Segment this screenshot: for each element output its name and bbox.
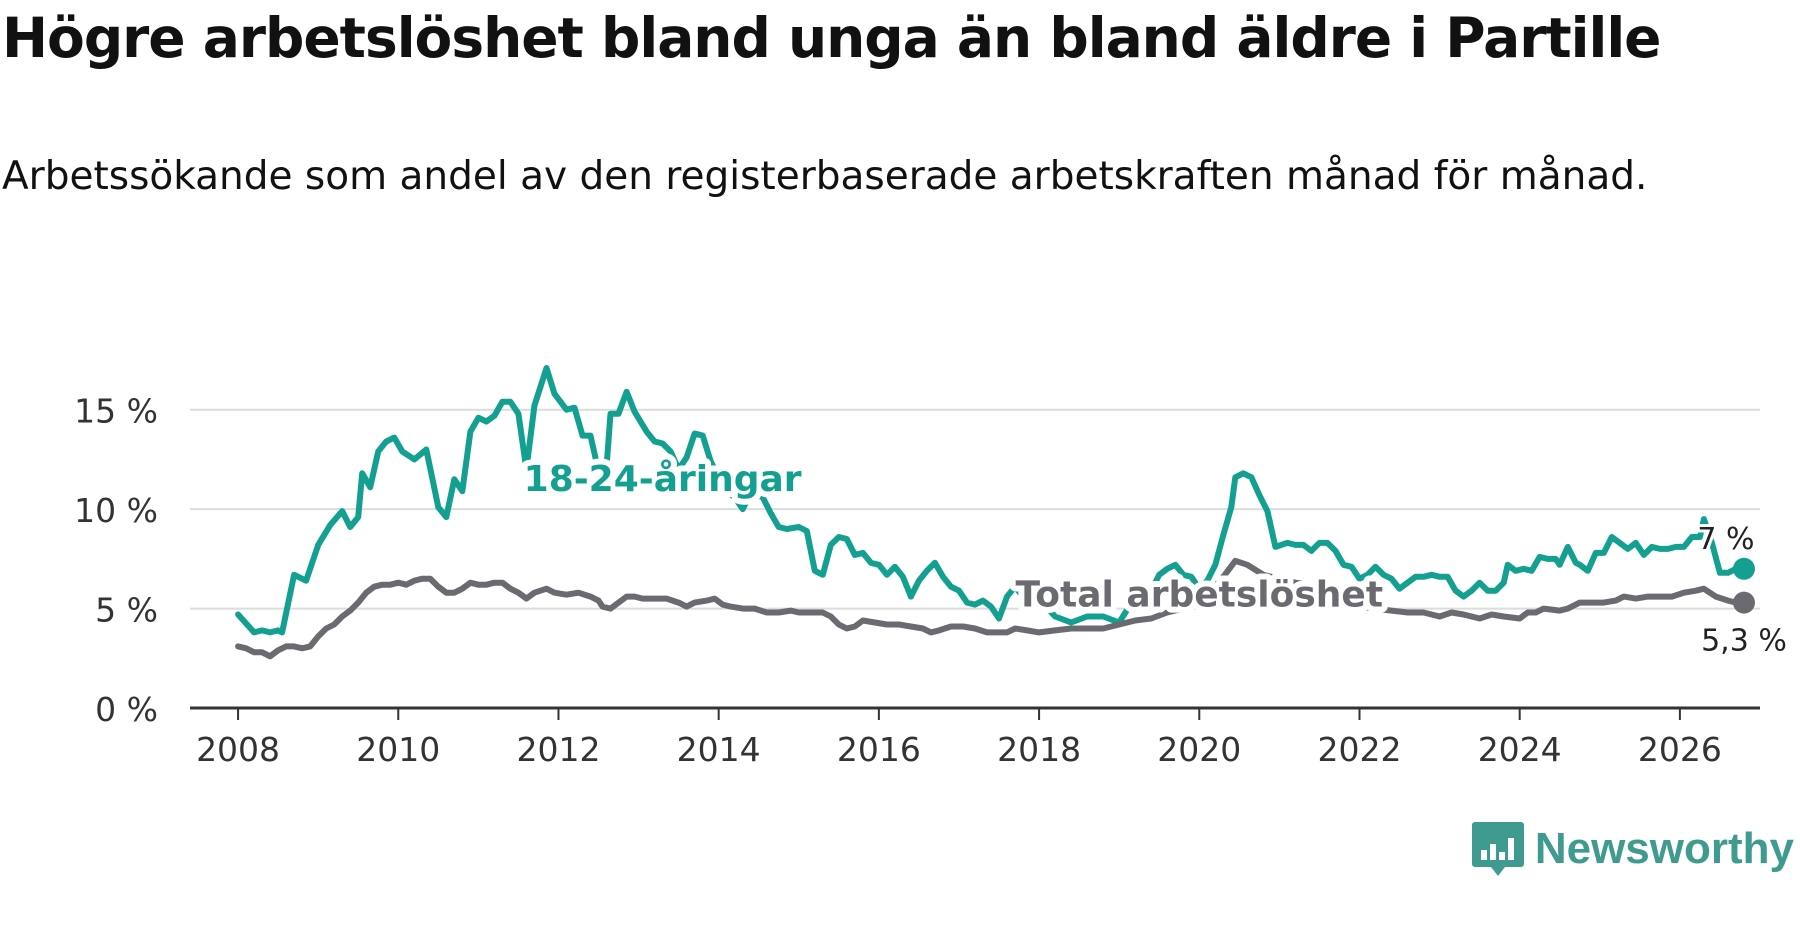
series-end-label: 7 %	[1697, 522, 1754, 557]
chart-subtitle: Arbetssökande som andel av den registerb…	[2, 154, 1648, 199]
series-end-point	[1732, 557, 1755, 580]
newsworthy-logo-icon	[1471, 822, 1524, 876]
y-tick-label: 10 %	[74, 491, 158, 530]
x-tick-label: 2024	[1478, 730, 1562, 769]
gridlines	[190, 408, 1760, 610]
y-tick-label: 5 %	[95, 591, 158, 630]
brand-name: Newsworthy	[1534, 824, 1794, 873]
x-tick-label: 2014	[677, 730, 761, 769]
x-tick-label: 2022	[1317, 730, 1401, 769]
x-tick-label: 2010	[356, 730, 440, 769]
x-axis: 2008 2010 2012 2014 2016 2018 2020 2022 2024 2026	[190, 706, 1760, 769]
series-annotation: 18-24-åringar	[524, 459, 802, 500]
chart-title: Högre arbetslöshet bland unga än bland ä…	[2, 6, 1661, 70]
x-tick-label: 2008	[196, 730, 280, 769]
y-tick-label: 15 %	[74, 392, 158, 431]
x-tick-label: 2018	[997, 730, 1081, 769]
y-axis-ticks: 0 % 5 % 10 % 15 %	[74, 392, 158, 729]
series-line-total	[235, 557, 1747, 660]
x-tick-label: 2016	[837, 730, 921, 769]
x-tick-label: 2012	[516, 730, 600, 769]
series-end-label: 5,3 %	[1701, 624, 1787, 659]
x-tick-label: 2026	[1638, 730, 1722, 769]
series-annotation: Total arbetslöshet	[1016, 575, 1384, 616]
y-tick-label: 0 %	[95, 690, 158, 729]
x-tick-label: 2020	[1157, 730, 1241, 769]
series-line-youth	[235, 365, 1747, 636]
brand-logo: Newsworthy	[1471, 820, 1794, 878]
series-lines	[235, 365, 1755, 660]
series-end-point	[1732, 591, 1755, 614]
series-labels: 7 % 5,3 % 18-24-åringar Total arbetslöshet	[518, 453, 1790, 661]
